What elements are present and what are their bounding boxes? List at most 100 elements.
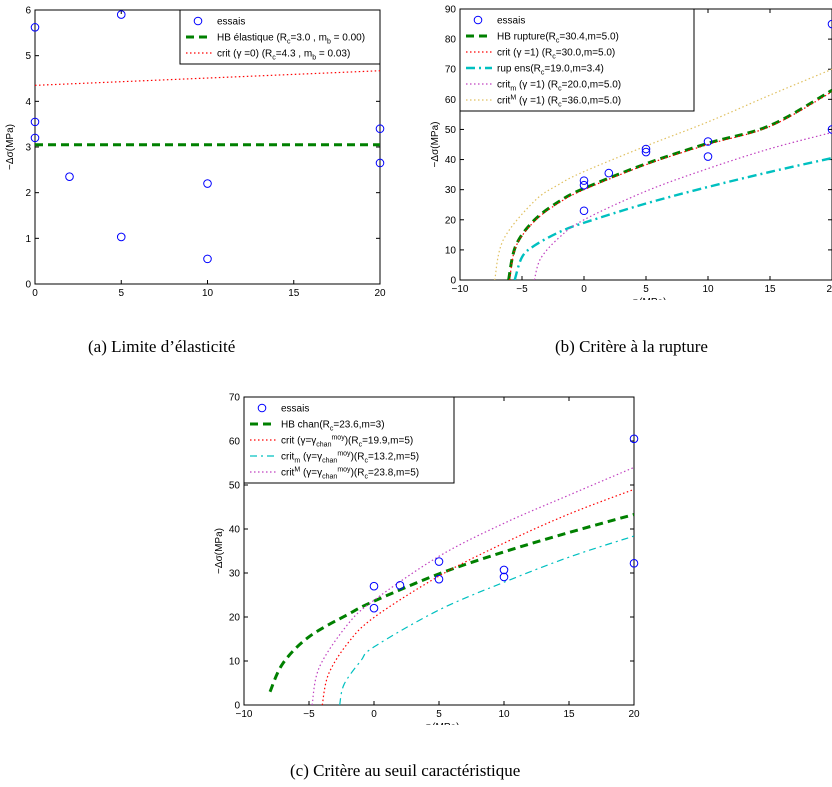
y-axis-label: −Δσ(MPa) <box>430 122 441 168</box>
data-point-essais <box>499 572 509 582</box>
y-tick-label: 30 <box>229 569 241 580</box>
data-point-essais <box>641 144 651 154</box>
data-point-essais <box>369 581 379 591</box>
data-point-essais <box>434 574 444 584</box>
x-tick-label: −10 <box>236 709 253 720</box>
data-point-essais <box>395 581 405 590</box>
data-point-essais <box>703 137 713 146</box>
legend-entry: essais <box>217 17 245 28</box>
x-tick-label: 10 <box>498 709 510 720</box>
y-tick-label: 10 <box>229 657 241 668</box>
series-line-crit-chan-moy-r-c-19-9-m-5 <box>321 488 634 705</box>
data-point-essais <box>116 10 126 19</box>
data-point-essais <box>203 179 212 188</box>
x-tick-label: 15 <box>764 284 776 295</box>
x-tick-label: 15 <box>288 288 300 299</box>
x-tick-label: 5 <box>118 288 124 299</box>
x-tick-label: 15 <box>563 709 575 720</box>
series-line-rup-ens-r-c-19-0-m-3-4 <box>513 156 832 280</box>
y-tick-label: 30 <box>445 185 457 196</box>
data-point-essais <box>579 206 589 216</box>
x-tick-label: 5 <box>643 284 649 295</box>
data-point-essais <box>579 176 589 185</box>
legend-entry: crit (γ =0) (Rc=4.3 , mb = 0.03) <box>217 49 350 62</box>
legend-entry: HB élastique (Rc=3.0 , mb = 0.00) <box>217 33 365 46</box>
y-tick-label: 90 <box>445 5 457 16</box>
legend-entry: rup ens(Rc=19.0,m=3.4) <box>497 64 604 77</box>
y-tick-label: 50 <box>229 481 241 492</box>
x-tick-label: 0 <box>32 288 38 299</box>
x-axis-label: −σl(MPa) <box>419 722 460 725</box>
data-point-essais <box>641 147 651 157</box>
legend-entry: essais <box>497 16 525 27</box>
chart-c: −10 −5 0 5 10 15 20 0 10 20 30 40 50 60 70 −σl(MPa) −Δσ(… <box>214 393 640 726</box>
legend-marker <box>473 15 483 25</box>
x-tick-label: 0 <box>371 709 377 720</box>
data-point-essais <box>203 254 212 264</box>
series-line-crit-m-1-r-c-20-0-m-5-0 <box>533 131 832 280</box>
y-tick-label: 50 <box>445 125 457 136</box>
series-line-crit-0-r-c-4-3-m-b-0-03 <box>35 70 380 86</box>
legend-box <box>179 9 381 65</box>
legend-entry: critM (γ =1) (Rc=36.0,m=5.0) <box>497 95 621 109</box>
data-point-essais <box>629 434 639 444</box>
series-line-hb-chan-r-c-23-6-m-3 <box>268 513 634 693</box>
y-tick-label: 20 <box>445 215 457 226</box>
x-tick-label: 0 <box>581 284 587 295</box>
legend-entry: crit (γ =1) (Rc=30.0,m=5.0) <box>497 48 615 61</box>
legend-entry: critM (γ=γchanmoy)(Rc=23.8,m=5) <box>281 467 419 481</box>
x-tick-label: 20 <box>628 709 640 720</box>
y-tick-label: 40 <box>445 155 457 166</box>
series-group <box>268 466 634 705</box>
data-point-essais <box>629 559 639 568</box>
x-tick-label: 5 <box>436 709 442 720</box>
y-tick-label: 20 <box>229 613 241 624</box>
y-tick-label: 2 <box>25 188 31 199</box>
data-point-essais <box>434 557 444 566</box>
series-group <box>35 70 380 147</box>
y-tick-label: 80 <box>445 35 457 46</box>
data-point-essais <box>579 180 589 190</box>
data-point-essais <box>499 565 509 575</box>
caption-b: (b) Critère à la rupture <box>555 337 708 356</box>
legend-box <box>243 396 455 484</box>
data-point-essais <box>827 19 832 29</box>
data-point-essais <box>604 168 614 178</box>
x-tick-label: −5 <box>516 284 528 295</box>
y-tick-label: 70 <box>229 393 241 404</box>
caption-a: (a) Limite d’élasticité <box>88 337 236 356</box>
y-tick-label: 10 <box>445 245 457 256</box>
x-tick-label: 10 <box>702 284 714 295</box>
legend-entry: essais <box>281 404 309 415</box>
legend-box <box>459 8 695 112</box>
series-line-crit-m-1-r-c-36-0-m-5-0 <box>494 68 832 280</box>
legend-entry: HB chan(Rc=23.6,m=3) <box>281 420 385 433</box>
legend-marker <box>193 16 203 26</box>
data-point-essais <box>703 152 713 161</box>
y-axis-label: −Δσ(MPa) <box>5 124 16 170</box>
y-tick-label: 0 <box>25 280 31 291</box>
y-tick-label: 70 <box>445 65 457 76</box>
y-tick-label: 0 <box>450 276 456 287</box>
y-tick-label: 1 <box>25 234 31 245</box>
data-point-essais <box>375 124 385 134</box>
data-point-essais <box>30 133 40 143</box>
y-tick-label: 4 <box>25 97 31 108</box>
data-point-essais <box>116 232 126 242</box>
x-axis-label: −σl(MPa) <box>626 297 667 300</box>
legend-entry: critm (γ =1) (Rc=20.0,m=5.0) <box>497 80 621 93</box>
series-line-crit-m-chan-moy-r-c-23-8-m-5 <box>311 466 634 705</box>
data-point-essais <box>30 23 40 32</box>
chart-b: −10 −5 0 5 10 15 20 0 10 20 30 40 50 60 70 80 90 −σl(MPa)… <box>430 5 832 300</box>
y-tick-label: 6 <box>25 6 31 17</box>
legend-marker <box>257 403 267 413</box>
chart-a: 051015200123456−σl(MPa)−Δσ(MPa)essaisHB … <box>5 6 386 300</box>
y-tick-label: 60 <box>229 437 241 448</box>
caption-c: (c) Critère au seuil caractéristique <box>290 761 521 780</box>
x-tick-label: 20 <box>826 284 832 295</box>
legend-entry: HB rupture(Rc=30.4,m=5.0) <box>497 32 619 45</box>
series-group <box>494 68 832 280</box>
legend-entry: critm (γ=γchanmoy)(Rc=13.2,m=5) <box>281 451 419 465</box>
x-tick-label: −10 <box>452 284 469 295</box>
